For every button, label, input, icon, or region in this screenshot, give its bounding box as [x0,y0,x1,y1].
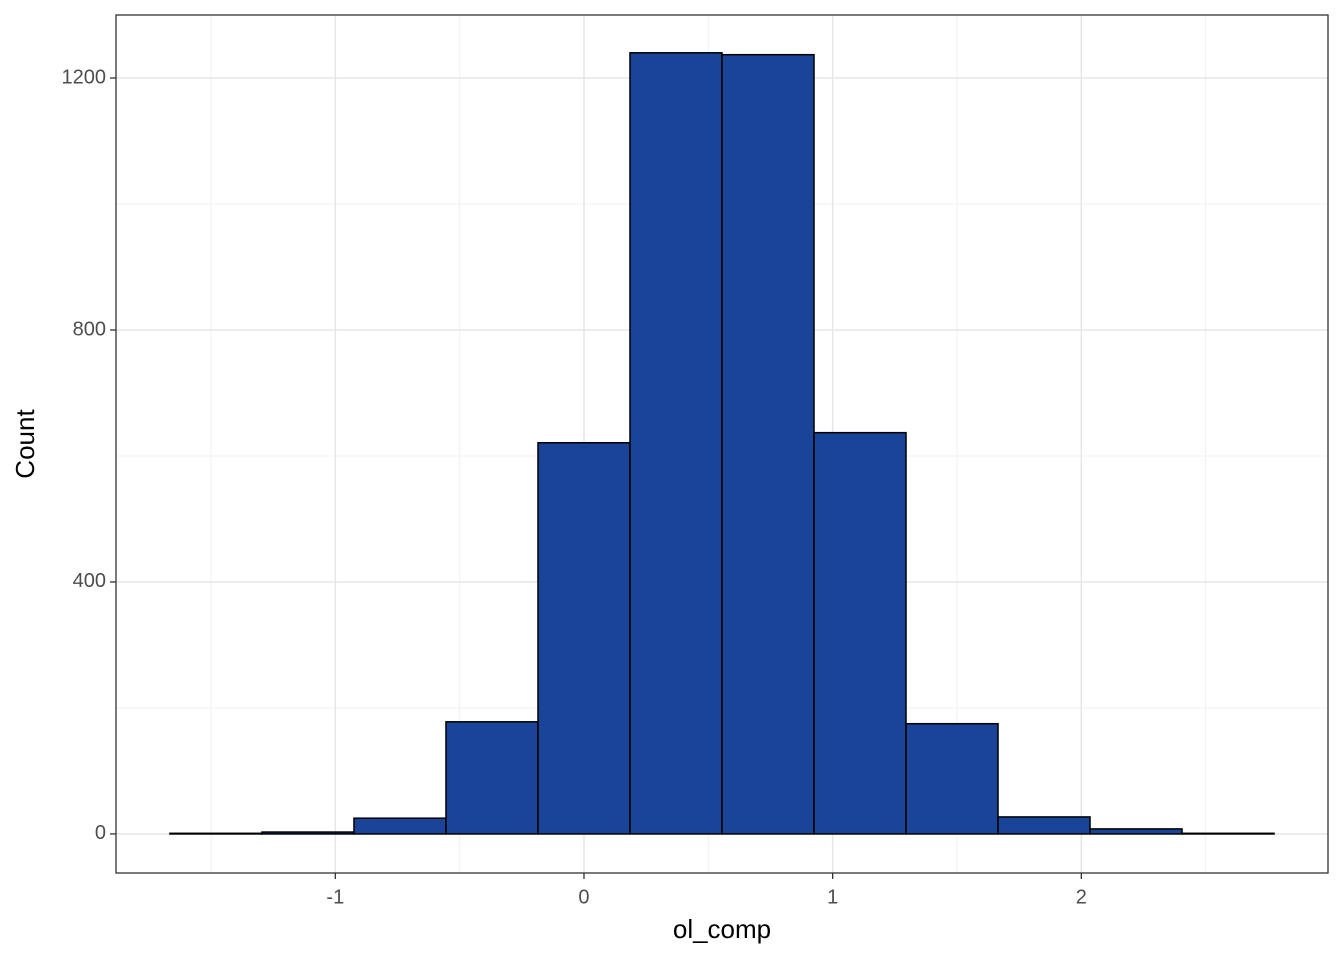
bar [1089,828,1183,835]
bar [629,52,723,835]
x-tick-label: -1 [326,886,344,908]
y-tick-label: 1200 [62,66,107,88]
panel-border [115,14,1329,874]
bar [261,831,355,835]
x-tick-label: 0 [578,886,589,908]
bar [1181,832,1275,835]
y-tick-label: 0 [95,822,106,844]
y-axis-title: Count [10,409,40,479]
bar [169,832,263,835]
bar [721,53,815,835]
bar [813,431,907,835]
bar [537,441,631,835]
y-tick-label: 400 [73,570,106,592]
y-tick-label: 800 [73,318,106,340]
marks [169,52,1275,835]
bar [905,722,999,835]
x-axis-title: ol_comp [673,914,771,944]
x-tick-label: 1 [827,886,838,908]
x-tick-label: 2 [1076,886,1087,908]
bar [353,817,447,835]
bar [445,721,539,835]
bar [997,816,1091,835]
